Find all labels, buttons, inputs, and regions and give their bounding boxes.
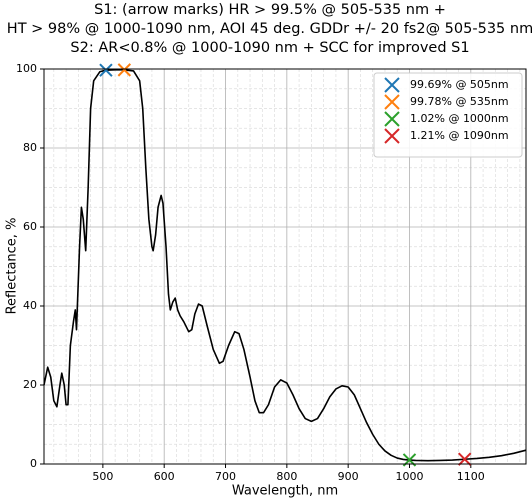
marker-cross xyxy=(117,63,132,77)
x-tick-label: 800 xyxy=(276,470,297,483)
plot-frame xyxy=(43,68,527,465)
x-tick-label: 500 xyxy=(92,470,113,483)
marker xyxy=(457,452,472,466)
y-axis-label: Reflectance, % xyxy=(5,218,20,315)
y-tick-label: 100 xyxy=(16,62,37,75)
chart-title: S2: AR<0.8% @ 1000-1090 nm + SCC for imp… xyxy=(70,40,469,56)
legend-swatch xyxy=(384,94,400,110)
legend-label: 1.21% @ 1090nm xyxy=(410,129,509,142)
curve xyxy=(43,68,527,462)
chart-title: S1: (arrow marks) HR > 99.5% @ 505-535 n… xyxy=(94,2,446,18)
y-tick-label: 0 xyxy=(30,457,37,470)
x-tick-label: 600 xyxy=(154,470,175,483)
y-tick-label: 80 xyxy=(23,141,37,154)
legend-swatch xyxy=(384,111,400,127)
x-axis-label: Wavelength, nm xyxy=(232,484,338,499)
legend-swatch xyxy=(384,128,400,144)
legend-label: 99.69% @ 505nm xyxy=(410,78,509,91)
y-tick-label: 60 xyxy=(23,220,37,233)
legend-swatch xyxy=(384,77,400,93)
marker xyxy=(117,63,132,77)
y-tick-label: 40 xyxy=(23,299,37,312)
marker-cross xyxy=(99,63,113,77)
marker xyxy=(99,63,113,77)
legend-box xyxy=(373,72,523,158)
x-tick-label: 1000 xyxy=(395,470,423,483)
y-tick-label: 20 xyxy=(23,378,37,391)
legend-label: 99.78% @ 535nm xyxy=(410,95,509,108)
legend-label: 1.02% @ 1000nm xyxy=(410,112,509,125)
marker-cross xyxy=(457,452,472,466)
chart-title: HT > 98% @ 1000-1090 nm, AOI 45 deg. GDD… xyxy=(7,21,532,37)
x-tick-label: 900 xyxy=(338,470,359,483)
x-tick-label: 1100 xyxy=(457,470,485,483)
x-tick-label: 700 xyxy=(215,470,236,483)
